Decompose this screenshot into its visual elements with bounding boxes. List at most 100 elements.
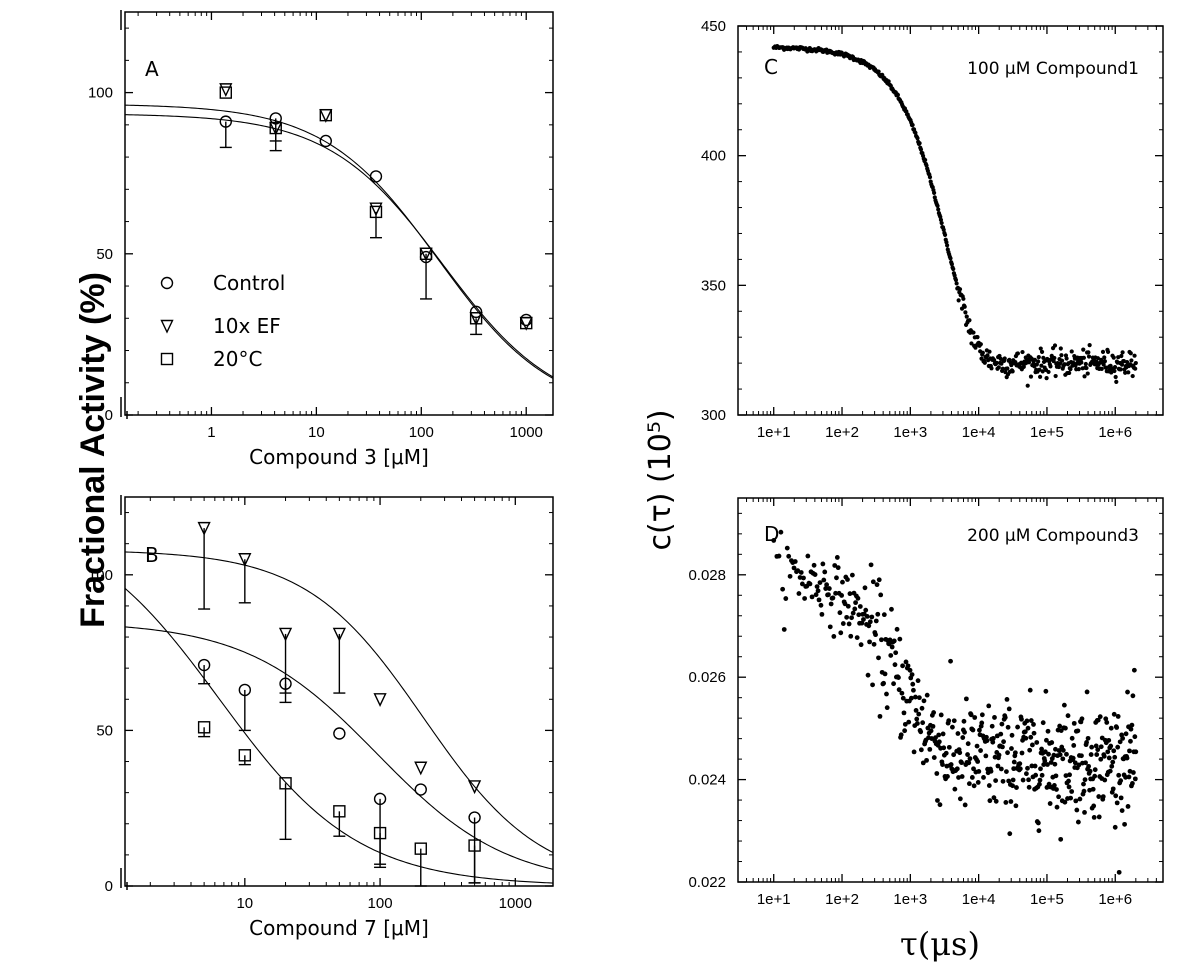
data-point — [970, 727, 976, 733]
data-point — [959, 760, 964, 766]
x-tick-label: 1000 — [510, 424, 543, 441]
data-point — [1120, 350, 1125, 355]
data-point — [965, 741, 971, 747]
data-point — [1051, 359, 1056, 364]
data-point — [1022, 729, 1028, 735]
data-point — [832, 563, 838, 568]
data-point — [1067, 772, 1072, 778]
data-point — [976, 769, 982, 774]
data-point — [989, 723, 995, 729]
data-point — [859, 620, 865, 626]
data-point — [1033, 772, 1039, 778]
circle-marker — [269, 112, 282, 125]
data-point — [875, 611, 881, 617]
data-point — [1044, 737, 1049, 743]
data-point — [868, 562, 874, 568]
data-point — [1111, 748, 1117, 754]
data-point — [861, 617, 866, 622]
data-point — [870, 579, 876, 585]
data-point — [948, 658, 953, 664]
data-point — [905, 663, 911, 669]
data-point — [1032, 357, 1037, 363]
data-point — [1034, 740, 1040, 745]
data-point — [1086, 350, 1091, 355]
data-point — [969, 341, 974, 346]
data-point — [1021, 364, 1026, 369]
data-point — [1101, 753, 1107, 759]
x-tick-label: 1e+3 — [893, 891, 927, 908]
data-point — [1083, 361, 1088, 367]
data-point — [942, 232, 948, 237]
data-point — [1118, 778, 1124, 784]
data-point — [983, 753, 989, 759]
data-point — [909, 695, 914, 701]
data-point — [967, 756, 973, 762]
circle-marker — [373, 792, 387, 806]
plot-frame — [737, 25, 1164, 416]
square-marker — [414, 842, 427, 855]
data-point — [998, 731, 1004, 737]
data-point — [1081, 788, 1087, 794]
annotation-label: 200 μM Compound3 — [967, 526, 1139, 546]
data-point — [920, 720, 926, 726]
data-point — [957, 750, 963, 756]
data-point — [854, 635, 860, 640]
data-point — [796, 591, 802, 596]
data-point — [991, 795, 997, 801]
data-point — [830, 595, 836, 601]
data-point — [971, 783, 977, 789]
data-point — [1115, 714, 1121, 719]
data-point — [1069, 789, 1075, 794]
data-point — [1043, 688, 1049, 694]
data-point — [987, 349, 992, 354]
data-point — [952, 786, 958, 792]
data-point — [914, 716, 920, 722]
x-tick-label: 1e+2 — [825, 424, 859, 441]
data-point — [1092, 767, 1098, 773]
data-point — [831, 634, 837, 639]
data-point — [838, 630, 844, 636]
data-point — [946, 744, 952, 750]
data-point — [932, 190, 937, 195]
data-point — [1028, 374, 1034, 379]
plot-area — [771, 44, 1138, 388]
data-point — [1041, 355, 1046, 360]
x-tick-label: 1 — [207, 424, 215, 441]
data-point — [1017, 761, 1023, 767]
data-point — [1010, 783, 1015, 789]
data-point — [918, 747, 924, 753]
data-point — [814, 584, 820, 590]
data-point — [938, 217, 944, 222]
data-point — [1127, 748, 1132, 754]
data-point — [993, 778, 999, 783]
data-point — [990, 735, 996, 741]
y-tick-label: 100 — [88, 567, 113, 584]
data-point — [1130, 770, 1136, 775]
fit-curve — [125, 104, 553, 379]
data-point — [1087, 343, 1092, 348]
x-tick-label: 1e+5 — [1030, 891, 1064, 908]
data-point — [1053, 746, 1058, 752]
data-point — [1060, 756, 1066, 762]
data-point — [1005, 724, 1011, 730]
data-point — [1128, 738, 1133, 744]
data-point — [981, 775, 986, 780]
data-point — [900, 695, 906, 701]
data-point — [1132, 776, 1138, 782]
square-marker — [333, 805, 346, 818]
data-point — [1051, 783, 1057, 788]
data-point — [945, 774, 950, 779]
data-point — [1063, 773, 1069, 778]
data-point — [1037, 777, 1043, 783]
data-point — [1081, 355, 1086, 360]
data-point — [1025, 765, 1030, 771]
data-point — [913, 694, 918, 700]
panel-d-chart: 0.022 0.024 0.026 0.028 1e+1 1e+2 1e+3 1e+4 1e+5… — [688, 497, 1164, 908]
data-point — [966, 781, 972, 787]
triangle-marker — [319, 108, 333, 123]
data-point — [812, 572, 818, 577]
data-point — [1005, 366, 1010, 371]
data-point — [957, 287, 963, 292]
data-point — [940, 731, 946, 737]
data-point — [776, 553, 782, 559]
